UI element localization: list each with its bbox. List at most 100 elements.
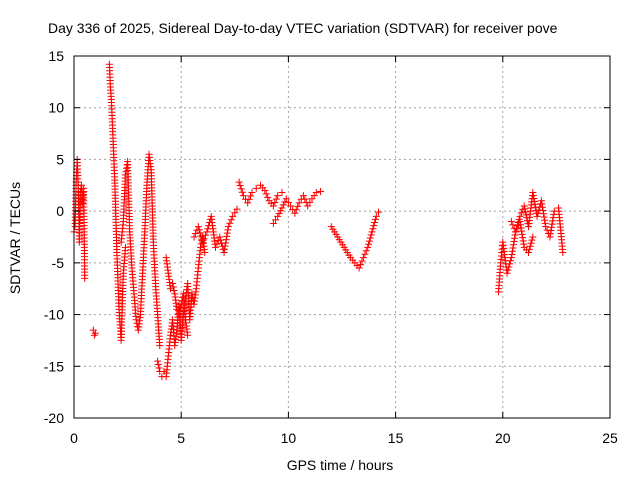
data-point — [519, 237, 527, 245]
data-point — [534, 209, 542, 217]
data-point — [530, 197, 538, 205]
data-point — [306, 198, 314, 206]
data-point — [222, 239, 230, 247]
data-point — [510, 241, 518, 249]
data-point — [81, 274, 89, 282]
data-point — [370, 222, 378, 230]
data-point — [513, 225, 521, 233]
data-point — [514, 219, 522, 227]
data-point — [216, 233, 224, 241]
data-point — [366, 234, 374, 242]
data-point — [176, 307, 184, 315]
data-point — [196, 229, 204, 237]
data-point — [201, 249, 209, 257]
data-point — [508, 247, 516, 255]
data-point — [301, 195, 309, 203]
data-point — [245, 195, 253, 203]
data-point — [237, 185, 245, 193]
data-marks — [70, 60, 567, 381]
data-point — [546, 233, 554, 241]
data-point — [199, 238, 207, 246]
data-point — [364, 243, 372, 251]
data-point — [282, 195, 290, 203]
data-point — [226, 219, 234, 227]
data-point — [281, 198, 289, 206]
data-point — [525, 245, 533, 253]
data-point — [224, 226, 232, 234]
data-point — [518, 230, 526, 238]
data-point — [233, 205, 241, 213]
data-point — [247, 192, 255, 200]
data-point — [508, 250, 516, 258]
data-point — [507, 257, 515, 265]
data-point — [358, 257, 366, 265]
data-point — [278, 189, 286, 197]
data-point — [203, 228, 211, 236]
y-tick-label: 15 — [48, 48, 64, 64]
data-point — [248, 189, 256, 197]
data-point — [549, 217, 557, 225]
data-point — [542, 223, 550, 231]
data-point — [269, 202, 277, 210]
data-point — [279, 201, 287, 209]
data-point — [175, 311, 183, 319]
data-point — [294, 202, 302, 210]
data-point — [155, 364, 163, 372]
data-point — [235, 178, 243, 186]
y-axis-label: SDTVAR / TECUs — [7, 182, 23, 294]
data-point — [223, 232, 231, 240]
data-point — [540, 213, 548, 221]
data-point — [272, 216, 280, 224]
data-point — [369, 225, 377, 233]
data-point — [515, 215, 523, 223]
data-point — [252, 184, 260, 192]
x-tick-label: 25 — [602, 430, 618, 446]
data-point — [511, 231, 519, 239]
data-point — [512, 228, 520, 236]
axis-ticks: 0 5 10 15 20 25 15 10 5 0 -5 -10 -15 -20 — [44, 48, 618, 446]
data-point — [201, 231, 209, 239]
data-point — [190, 233, 198, 241]
data-point — [236, 182, 244, 190]
data-point — [513, 222, 521, 230]
data-point — [312, 189, 320, 197]
x-axis-label: GPS time / hours — [287, 457, 394, 473]
data-point — [212, 243, 220, 251]
data-point — [269, 220, 277, 228]
data-point — [224, 223, 232, 231]
data-point — [221, 242, 229, 250]
data-point — [547, 227, 555, 235]
data-point — [505, 263, 513, 271]
data-point — [239, 192, 247, 200]
data-point — [278, 204, 286, 212]
data-point — [357, 261, 365, 269]
data-point — [194, 223, 202, 231]
data-point — [517, 224, 525, 232]
data-point — [299, 192, 307, 200]
data-point — [287, 202, 295, 210]
data-point — [272, 195, 280, 203]
data-point — [291, 209, 299, 217]
data-point — [374, 208, 382, 216]
data-point — [217, 236, 225, 244]
data-point — [541, 219, 549, 227]
data-point — [529, 189, 537, 197]
data-point — [506, 260, 514, 268]
data-point — [221, 245, 229, 253]
y-tick-label: -5 — [52, 255, 65, 271]
data-point — [367, 231, 375, 239]
data-point — [176, 304, 184, 312]
data-point — [538, 203, 546, 211]
y-tick-label: -10 — [44, 307, 64, 323]
data-point — [200, 235, 208, 243]
data-point — [539, 206, 547, 214]
data-point — [317, 187, 325, 195]
data-point — [541, 216, 549, 224]
chart-title: Day 336 of 2025, Sidereal Day-to-day VTE… — [48, 20, 558, 36]
data-point — [548, 223, 556, 231]
data-point — [522, 211, 530, 219]
data-point — [510, 238, 518, 246]
data-point — [91, 329, 99, 337]
data-point — [262, 190, 270, 198]
data-point — [517, 209, 525, 217]
